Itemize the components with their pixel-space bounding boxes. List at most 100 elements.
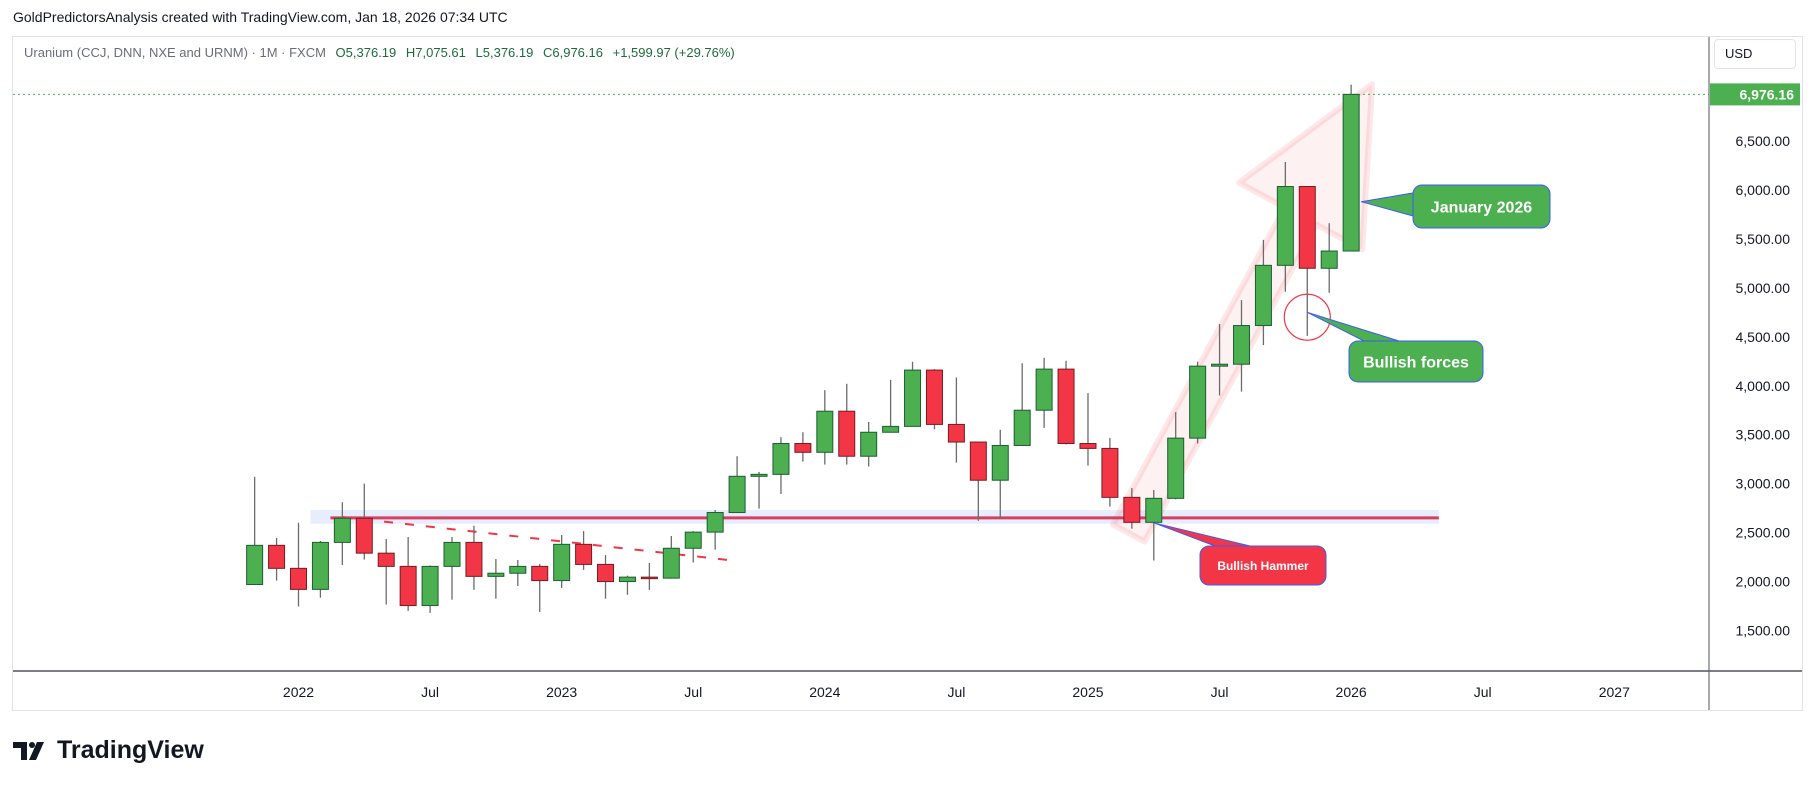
candle-body [991, 444, 1009, 481]
time-tick-label: 2022 [283, 684, 314, 700]
drawings-back-layer [13, 81, 1709, 562]
candle [268, 537, 286, 581]
candle [794, 432, 812, 462]
candle [1342, 84, 1360, 252]
dashed-trend-line [342, 515, 738, 562]
candle-body [1211, 363, 1229, 367]
candle [1189, 361, 1207, 444]
candle-body [860, 431, 878, 457]
candle [706, 510, 724, 550]
candle [355, 483, 373, 560]
price-tick-label: 6,500.00 [1736, 133, 1791, 149]
candle-body [1342, 93, 1360, 252]
callout: Bullish Hammer [1153, 522, 1327, 586]
callout-pointer [1307, 311, 1400, 342]
last-price-label: 6,976.16 [1740, 86, 1795, 102]
callout: Bullish forces [1307, 311, 1484, 383]
candle [443, 537, 461, 600]
candle [684, 531, 702, 563]
tradingview-logo[interactable]: TradingView [13, 736, 204, 765]
candle-body [1123, 496, 1141, 523]
candle-body [487, 572, 505, 577]
candle-body [290, 567, 307, 590]
candle [1057, 360, 1075, 445]
time-tick-label: 2025 [1072, 684, 1103, 700]
time-tick-label: Jul [1474, 684, 1492, 700]
time-tick-label: Jul [684, 684, 702, 700]
price-tick-label: 4,500.00 [1736, 329, 1791, 345]
candle-body [597, 563, 615, 583]
candle [399, 537, 417, 611]
time-tick-label: 2024 [809, 684, 840, 700]
time-tick-label: 2027 [1599, 684, 1630, 700]
logo-text: TradingView [57, 736, 204, 764]
candle-body [838, 410, 856, 457]
candle-body [1232, 325, 1250, 365]
candle-body [377, 552, 395, 567]
callout-box [1199, 545, 1327, 586]
legend-high: H7,075.61 [405, 45, 466, 60]
candle-body [1320, 250, 1338, 269]
candle-body [816, 410, 834, 453]
candle [750, 471, 768, 509]
candle [925, 369, 943, 430]
candle [1320, 223, 1338, 293]
candle [662, 536, 680, 579]
candle [246, 476, 264, 585]
tradingview-logo-icon [13, 741, 44, 760]
chart-credit: GoldPredictorsAnalysis created with Trad… [13, 9, 508, 25]
candle-body [355, 517, 373, 554]
last-price-badge [1710, 83, 1800, 106]
price-tick-label: 3,000.00 [1736, 476, 1791, 492]
candle [1101, 438, 1119, 507]
candle [947, 377, 965, 463]
candle [597, 555, 615, 599]
candle-body [531, 565, 549, 582]
candle-body [1057, 368, 1075, 445]
time-tick-label: 2023 [546, 684, 577, 700]
candle [772, 437, 790, 494]
candle-body [246, 544, 264, 585]
currency-button[interactable]: USD [1714, 39, 1796, 69]
legend-close: C6,976.16 [542, 45, 603, 60]
candle [333, 502, 351, 565]
candle-body [640, 576, 658, 580]
candle [377, 538, 395, 605]
candle-body [1101, 447, 1119, 498]
candle-body [399, 565, 417, 607]
candle [991, 429, 1009, 519]
callout-label: January 2026 [1431, 199, 1533, 216]
candle-body [706, 512, 724, 533]
candle-body [904, 369, 922, 427]
candle-body [465, 541, 483, 577]
bullish-arrow [1109, 81, 1376, 545]
candle [618, 575, 636, 595]
candle [882, 379, 900, 433]
candle [1298, 186, 1316, 336]
time-tick-label: Jul [1211, 684, 1229, 700]
candle-body [333, 517, 351, 543]
candle [1013, 363, 1031, 446]
candle-body [684, 531, 702, 549]
candle-body [750, 473, 768, 477]
callout-label: Bullish forces [1363, 354, 1469, 371]
candle-body [618, 576, 636, 583]
candle-body [311, 541, 329, 590]
candle-body [1298, 186, 1316, 269]
candle [575, 531, 593, 570]
candle [1145, 490, 1163, 561]
legend-low: L5,376.19 [475, 45, 534, 60]
candle-body [553, 543, 571, 582]
candle [553, 535, 571, 588]
price-tick-label: 2,000.00 [1736, 574, 1791, 590]
symbol-legend: Uranium (CCJ, DNN, NXE and URNM) · 1M · … [24, 45, 735, 60]
candle [969, 441, 987, 521]
candle-body [925, 369, 943, 425]
candle [1211, 324, 1229, 396]
candle-body [947, 423, 965, 443]
candle-body [1079, 443, 1097, 449]
candle [728, 456, 746, 514]
symbol-info[interactable]: Uranium (CCJ, DNN, NXE and URNM) · 1M · … [24, 45, 326, 60]
candles-layer [246, 84, 1360, 613]
